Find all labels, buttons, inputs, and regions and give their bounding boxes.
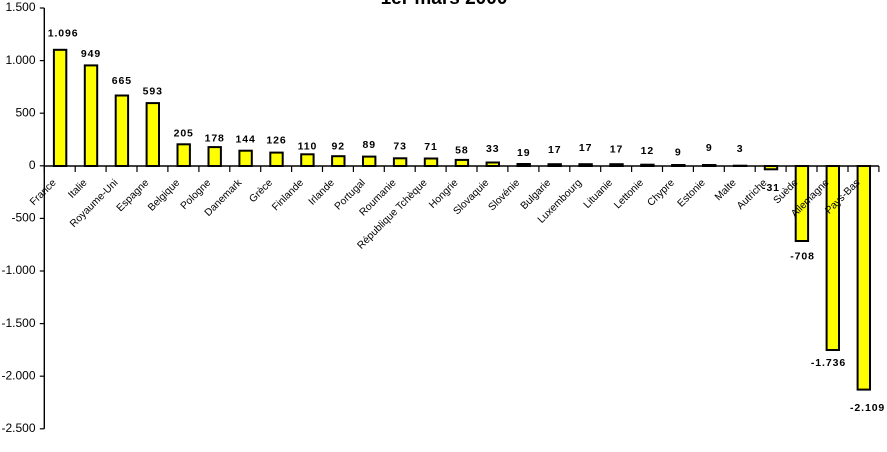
svg-text:949: 949: [81, 48, 101, 60]
svg-text:205: 205: [174, 128, 194, 140]
svg-text:-1.000: -1.000: [1, 263, 35, 277]
svg-text:110: 110: [298, 140, 318, 152]
svg-text:593: 593: [143, 86, 163, 98]
svg-text:1.500: 1.500: [5, 0, 35, 14]
svg-text:17: 17: [548, 144, 561, 156]
svg-text:-2.109: -2.109: [850, 402, 885, 414]
svg-text:126: 126: [266, 135, 286, 147]
svg-text:33: 33: [486, 143, 499, 155]
svg-text:3: 3: [737, 143, 744, 155]
svg-text:92: 92: [332, 140, 345, 152]
svg-text:1.096: 1.096: [48, 27, 79, 39]
svg-text:-708: -708: [790, 250, 815, 262]
svg-text:12: 12: [641, 145, 654, 157]
svg-text:-2.000: -2.000: [1, 368, 35, 382]
svg-text:-31: -31: [762, 182, 780, 194]
svg-text:9: 9: [675, 146, 682, 158]
svg-text:58: 58: [455, 144, 468, 156]
svg-text:-1.736: -1.736: [811, 357, 846, 369]
svg-text:73: 73: [393, 140, 406, 152]
svg-text:178: 178: [205, 133, 225, 145]
svg-text:17: 17: [579, 142, 592, 154]
svg-text:-500: -500: [11, 211, 35, 225]
svg-text:0: 0: [29, 158, 36, 172]
svg-text:17: 17: [610, 144, 623, 156]
svg-text:-2.500: -2.500: [1, 421, 35, 435]
svg-text:-1.500: -1.500: [1, 316, 35, 330]
svg-text:19: 19: [517, 147, 530, 159]
svg-text:89: 89: [362, 139, 375, 151]
svg-text:665: 665: [112, 75, 132, 87]
svg-text:71: 71: [424, 141, 437, 153]
svg-text:9: 9: [706, 142, 713, 154]
svg-text:500: 500: [15, 105, 35, 119]
svg-text:1.000: 1.000: [5, 53, 35, 67]
svg-text:144: 144: [235, 134, 255, 146]
svg-text:1er mars 2000: 1er mars 2000: [381, 0, 508, 9]
